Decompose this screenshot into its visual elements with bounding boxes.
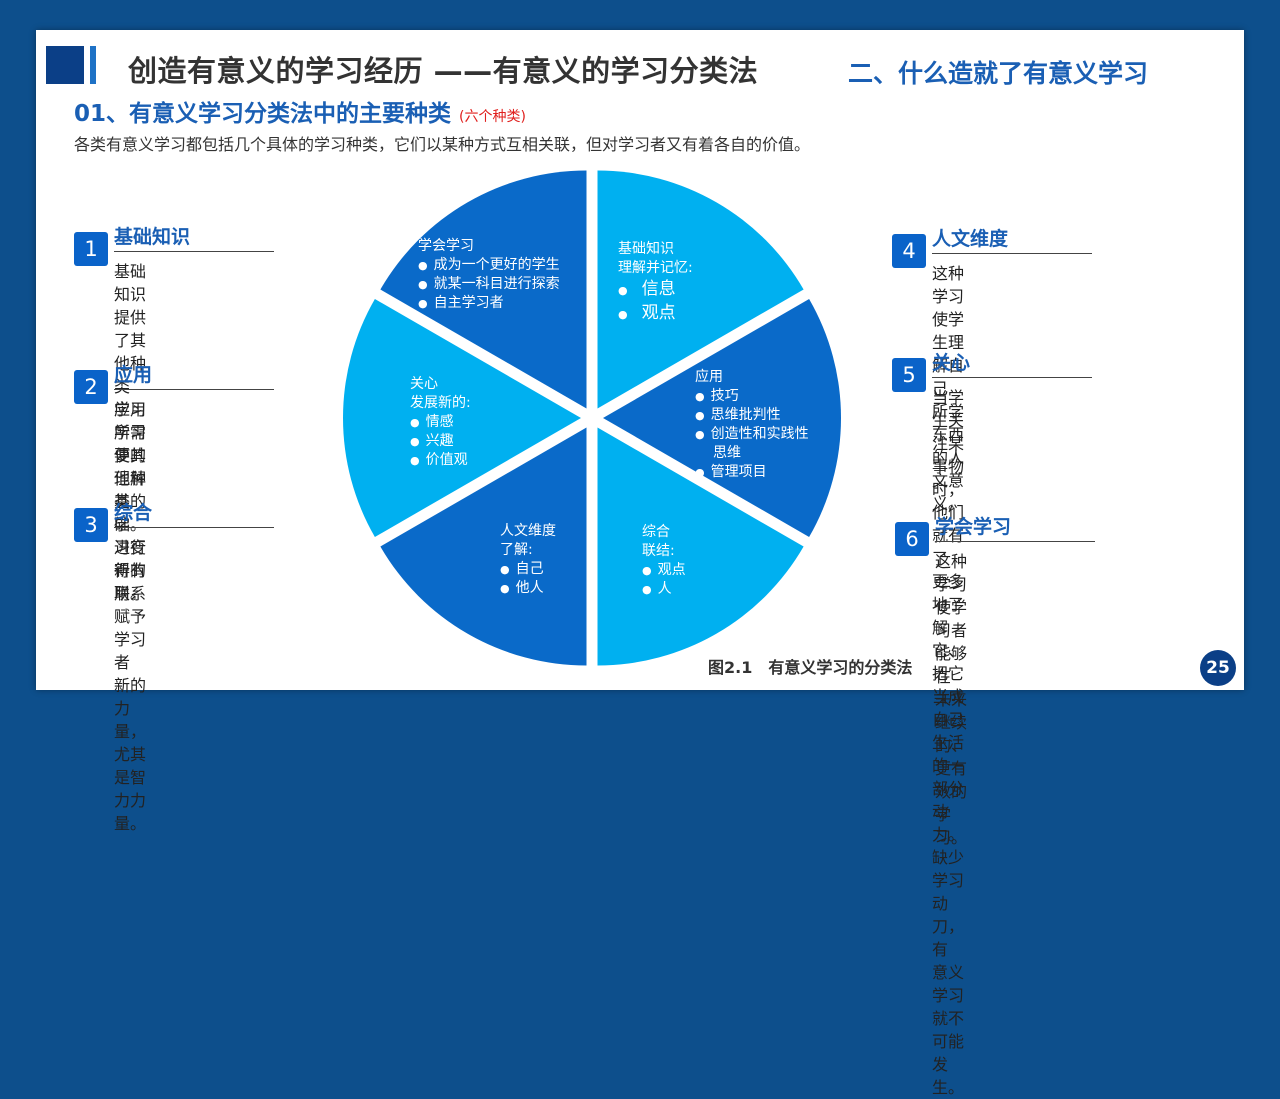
wedge-heading: 关心	[410, 376, 438, 392]
wedge-heading: 基础知识	[618, 241, 674, 257]
wedge-bullet: 管理项目	[695, 463, 809, 482]
wedge-bullet: 情感	[410, 413, 471, 432]
wedge-bullet: 他人	[500, 579, 556, 598]
wedge-heading: 综合	[642, 524, 670, 540]
wedge-heading: 应用	[695, 369, 723, 385]
wedge-heading: 发展新的:	[410, 395, 471, 411]
wedge-bullet: 兴趣	[410, 432, 471, 451]
description-line: 这种学习使学习者能够在	[935, 552, 968, 686]
figure-caption: 图2.1 有意义学习的分类法	[708, 658, 913, 677]
wedge-label-integration: 综合 联结: 观点 人	[642, 523, 686, 599]
main-title: 创造有意义的学习经历 ——有意义的学习分类法	[128, 54, 759, 88]
category-title: 应用	[114, 364, 153, 386]
wedge-bullet: 自主学习者	[418, 294, 560, 313]
description-line: 这种学习使学生理解自己	[932, 264, 965, 398]
category-description: 基础知识提供了其他种类 学习所需要的理解基础。	[114, 260, 146, 536]
wedge-label-human-dimension: 人文维度 了解: 自己 他人	[500, 522, 556, 598]
category-number-badge: 1	[74, 232, 108, 266]
description-line: 基础知识提供了其他种类	[114, 262, 147, 396]
wedge-label-learning-how-to-learn: 学会学习 成为一个更好的学生 就某一科目进行探索 自主学习者	[418, 237, 560, 313]
wedge-label-foundational-knowledge: 基础知识 理解并记忆: 信息 观点	[618, 240, 693, 326]
wedge-bullet: 自己	[500, 560, 556, 579]
wedge-label-application: 应用 技巧 思维批判性 创造性和实践性 思维 管理项目	[695, 368, 809, 482]
wedge-bullet: 就某一科目进行探索	[418, 275, 560, 294]
category-description: 应用学习使其他种类的学 习变得有用。	[114, 398, 146, 605]
wedge-bullet: 成为一个更好的学生	[418, 256, 560, 275]
category-number-badge: 6	[895, 522, 929, 556]
wedge-bullet: 创造性和实践性	[695, 425, 809, 444]
sub-heading: 01、有意义学习分类法中的主要种类 (六个种类)	[74, 94, 526, 128]
section-title: 二、什么造就了有意义学习	[848, 59, 1149, 88]
category-description: 这种学习使学生理解自己 所学东西的人文意义。	[932, 262, 964, 515]
description-line: 应用学习使其他种类的学	[114, 400, 147, 534]
wedge-label-caring: 关心 发展新的: 情感 兴趣 价值观	[410, 375, 471, 470]
wedge-bullet: 技巧	[695, 387, 809, 406]
sub-heading-title: 01、有意义学习分类法中的主要种类	[74, 101, 452, 127]
wedge-heading: 了解:	[500, 542, 533, 558]
title-underline	[932, 253, 1092, 254]
wedge-bullet: 思维批判性	[695, 406, 809, 425]
category-title: 人文维度	[932, 228, 1009, 250]
category-number-badge: 4	[892, 234, 926, 268]
category-number-badge: 5	[892, 358, 926, 392]
header-bar-decoration	[90, 46, 96, 84]
page-number-badge: 25	[1200, 650, 1236, 686]
header-block-decoration	[46, 46, 84, 84]
description-line: 未来继续的、更有效的学	[935, 690, 968, 824]
taxonomy-pie-diagram	[343, 170, 841, 666]
wedge-foundational-knowledge	[597, 170, 804, 409]
wedge-bullet: 信息	[618, 278, 693, 302]
category-title: 关心	[932, 352, 971, 374]
wedge-heading: 人文维度	[500, 523, 556, 539]
wedge-bullet: 观点	[642, 561, 686, 580]
intro-text: 各类有意义学习都包括几个具体的学习种类，它们以某种方式互相关联，但对学习者又有着…	[74, 135, 811, 154]
title-underline	[932, 377, 1092, 378]
title-underline	[114, 251, 274, 252]
category-title: 学会学习	[935, 516, 1012, 538]
title-underline	[114, 389, 274, 390]
category-number-badge: 2	[74, 370, 108, 404]
wedge-human-dimension	[380, 427, 587, 666]
description-line: 量。	[114, 814, 147, 833]
category-title: 基础知识	[114, 226, 191, 248]
description-line: 意义学习就不可能发生。	[932, 963, 965, 1097]
category-number-badge: 3	[74, 508, 108, 542]
description-line: 当学生关注某事物时，他们就有了	[932, 388, 965, 568]
description-line: 习变得有用。	[114, 538, 147, 603]
wedge-heading: 联结:	[642, 543, 675, 559]
description-line: 习。	[935, 828, 968, 847]
wedge-bullet: 人	[642, 580, 686, 599]
sub-heading-note: (六个种类)	[459, 109, 526, 125]
description-line: 进行新的联系赋予学习者	[114, 538, 147, 672]
wedge-bullet-continuation: 思维	[713, 445, 741, 461]
title-underline	[114, 527, 274, 528]
description-line: 所学东西的人文意义。	[932, 402, 965, 513]
wedge-bullet: 价值观	[410, 451, 471, 470]
category-title: 综合	[114, 502, 153, 524]
title-underline	[935, 541, 1095, 542]
description-line: 学习所需要的理解基础。	[114, 400, 147, 534]
description-line: 新的力量，尤其是智力力	[114, 676, 147, 810]
slide: 创造有意义的学习经历 ——有意义的学习分类法 二、什么造就了有意义学习 01、有…	[36, 30, 1244, 1097]
wedge-heading: 学会学习	[418, 238, 474, 254]
wedge-heading: 理解并记忆:	[618, 260, 693, 276]
wedge-integration	[597, 427, 804, 666]
wedge-bullet: 观点	[618, 302, 693, 326]
